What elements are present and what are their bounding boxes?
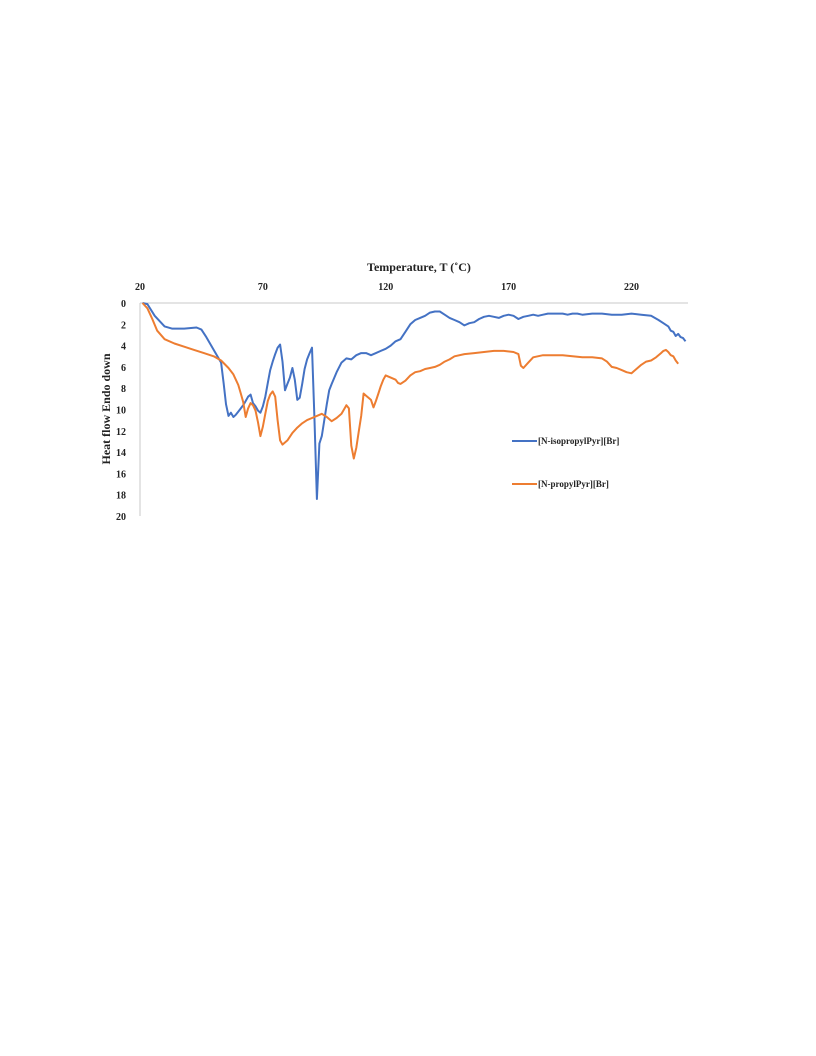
y-tick-label: 20 [116,512,126,523]
y-tick-label: 4 [121,342,126,353]
series-line-isopropyl [142,302,687,500]
y-tick-label: 14 [116,448,126,459]
y-tick-labels: 0 2 4 6 8 10 12 14 16 18 20 [116,299,126,523]
x-axis-title: Temperature, T (˚C) [367,260,471,274]
y-tick-label: 6 [121,363,126,374]
y-tick-label: 2 [121,320,126,331]
series-lines [141,302,687,500]
legend: [N-isopropylPyr][Br] [N-propylPyr][Br] [512,436,619,489]
y-tick-label: 12 [116,427,126,438]
y-tick-label: 0 [121,299,126,310]
x-tick-labels: 20 70 120 170 220 [135,282,639,293]
y-tick-label: 8 [121,384,126,395]
y-tick-label: 10 [116,406,126,417]
x-tick-label: 170 [501,282,516,293]
x-tick-label: 70 [258,282,268,293]
x-tick-label: 120 [378,282,393,293]
y-axis-title: Heat flow Endo down [99,353,113,464]
y-tick-label: 18 [116,491,126,502]
y-tick-label: 16 [116,469,126,480]
x-tick-label: 220 [624,282,639,293]
legend-label-propyl: [N-propylPyr][Br] [538,479,609,489]
series-line-propyl [141,302,679,460]
legend-label-isopropyl: [N-isopropylPyr][Br] [538,436,619,446]
x-tick-label: 20 [135,282,145,293]
